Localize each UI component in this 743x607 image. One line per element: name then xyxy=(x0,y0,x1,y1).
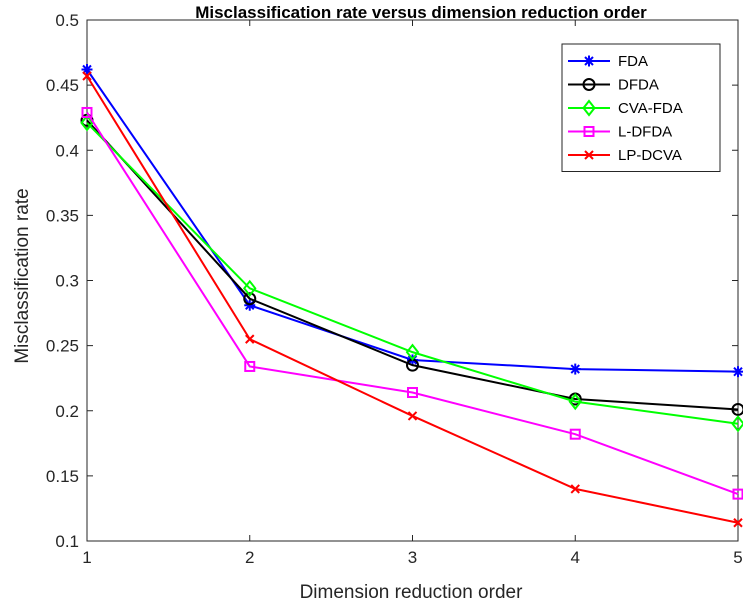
x-tick-label: 1 xyxy=(82,548,91,567)
series-l-dfda xyxy=(81,106,743,500)
diamond-marker xyxy=(731,415,743,433)
square-marker xyxy=(244,360,256,372)
legend: FDA DFDA CVA-FDA L-DFDA LP-DCVA xyxy=(561,43,721,172)
asterisk-marker xyxy=(569,363,581,375)
square-marker xyxy=(583,126,595,137)
diamond-marker xyxy=(582,99,596,117)
x-marker xyxy=(584,150,594,160)
legend-label: CVA-FDA xyxy=(618,100,683,117)
x-marker xyxy=(733,518,743,528)
diamond-marker xyxy=(405,343,420,361)
y-axis-title: Misclassification rate xyxy=(12,188,33,363)
y-tick-label: 0.5 xyxy=(55,11,79,30)
diamond-marker xyxy=(242,279,257,297)
y-tick-label: 0.4 xyxy=(55,141,79,160)
y-tick-label: 0.25 xyxy=(46,337,79,356)
legend-label: LP-DCVA xyxy=(618,147,682,164)
x-tick-label: 3 xyxy=(408,548,417,567)
legend-entry: FDA xyxy=(568,53,648,70)
x-tick-label: 4 xyxy=(571,548,580,567)
legend-label: L-DFDA xyxy=(618,124,672,141)
circle-marker xyxy=(731,402,743,416)
series-cva-fda xyxy=(80,114,743,433)
legend-label: DFDA xyxy=(618,77,659,94)
series-line xyxy=(86,119,739,411)
legend-label: FDA xyxy=(618,53,648,70)
y-tick-label: 0.1 xyxy=(55,532,79,551)
x-axis-title: Dimension reduction order xyxy=(300,582,524,603)
square-marker xyxy=(81,106,93,118)
asterisk-marker xyxy=(732,366,743,378)
chart-title: Misclassification rate versus dimension … xyxy=(195,3,647,22)
series-line xyxy=(86,122,739,425)
y-tick-label: 0.3 xyxy=(55,272,79,291)
square-marker xyxy=(407,387,418,399)
diamond-marker xyxy=(568,393,583,411)
axes: 1 2 3 4 5 0.1 0.15 0.2 0.25 0.3 0.35 0.4 0.45 0.5 xyxy=(46,11,743,567)
series-layer xyxy=(80,63,743,528)
x-marker xyxy=(245,334,255,344)
square-marker xyxy=(569,428,581,440)
x-tick-label: 5 xyxy=(733,548,742,567)
legend-entry: LP-DCVA xyxy=(568,147,682,164)
legend-entry: L-DFDA xyxy=(568,124,672,141)
x-marker xyxy=(570,484,580,494)
legend-entry: CVA-FDA xyxy=(568,99,683,117)
x-tick-label: 2 xyxy=(245,548,254,567)
y-tick-label: 0.15 xyxy=(46,467,79,486)
x-marker xyxy=(82,71,92,81)
series-lp-dcva xyxy=(82,71,743,528)
y-tick-label: 0.45 xyxy=(46,76,79,95)
circle-marker xyxy=(582,78,596,91)
diamond-marker xyxy=(80,114,94,132)
circle-marker xyxy=(243,292,257,306)
y-tick-label: 0.35 xyxy=(46,206,79,225)
x-marker xyxy=(407,411,418,421)
legend-entry: DFDA xyxy=(568,77,659,94)
y-tick-label: 0.2 xyxy=(55,402,79,421)
asterisk-marker xyxy=(583,55,595,67)
series-line xyxy=(86,111,739,496)
